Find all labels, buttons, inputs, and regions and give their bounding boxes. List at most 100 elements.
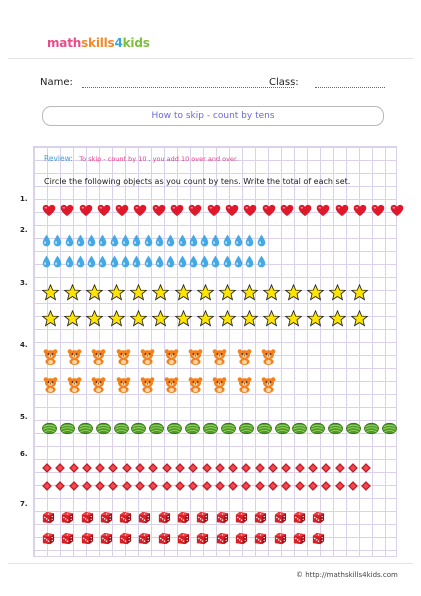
melon-icon[interactable]	[149, 420, 165, 435]
die-icon[interactable]	[216, 530, 229, 545]
water-drop-icon[interactable]	[121, 232, 130, 247]
heart-icon[interactable]	[335, 202, 349, 217]
die-icon[interactable]	[312, 509, 325, 524]
bear-icon[interactable]	[42, 348, 59, 365]
star-icon[interactable]	[152, 309, 170, 327]
heart-icon[interactable]	[207, 202, 221, 217]
star-icon[interactable]	[63, 283, 82, 301]
water-drop-icon[interactable]	[178, 232, 187, 247]
red-gem-icon[interactable]	[281, 458, 292, 473]
red-gem-icon[interactable]	[108, 476, 119, 491]
water-drop-icon[interactable]	[42, 253, 51, 268]
star-icon[interactable]	[129, 309, 148, 327]
bear-icon[interactable]	[90, 376, 107, 393]
red-gem-icon[interactable]	[361, 458, 372, 473]
heart-icon[interactable]	[371, 202, 385, 217]
melon-icon[interactable]	[113, 420, 129, 435]
red-gem-icon[interactable]	[228, 476, 239, 491]
bear-icon[interactable]	[90, 348, 107, 365]
water-drop-icon[interactable]	[178, 253, 187, 268]
red-gem-icon[interactable]	[214, 458, 225, 473]
red-gem-icon[interactable]	[347, 476, 358, 491]
star-icon[interactable]	[196, 283, 215, 301]
bear-icon[interactable]	[260, 376, 277, 393]
star-icon[interactable]	[350, 283, 369, 301]
die-icon[interactable]	[293, 530, 306, 545]
melon-icon[interactable]	[203, 420, 218, 435]
red-gem-icon[interactable]	[201, 476, 212, 491]
red-gem-icon[interactable]	[308, 458, 318, 473]
bear-icon[interactable]	[139, 376, 156, 393]
red-gem-icon[interactable]	[321, 476, 332, 491]
water-drop-icon[interactable]	[234, 232, 243, 247]
star-icon[interactable]	[218, 309, 237, 327]
red-gem-icon[interactable]	[108, 458, 119, 473]
die-icon[interactable]	[138, 509, 151, 524]
red-gem-icon[interactable]	[334, 458, 345, 473]
bear-icon[interactable]	[66, 348, 83, 365]
red-gem-icon[interactable]	[214, 476, 225, 491]
die-icon[interactable]	[177, 530, 190, 545]
melon-icon[interactable]	[346, 420, 362, 435]
die-icon[interactable]	[177, 509, 190, 524]
water-drop-icon[interactable]	[245, 253, 254, 268]
bear-icon[interactable]	[211, 348, 228, 365]
star-icon[interactable]	[85, 309, 104, 327]
red-gem-icon[interactable]	[68, 476, 79, 491]
water-drop-icon[interactable]	[132, 253, 141, 268]
heart-icon[interactable]	[170, 202, 184, 217]
red-gem-icon[interactable]	[241, 458, 252, 473]
red-gem-icon[interactable]	[135, 476, 146, 491]
die-icon[interactable]	[81, 509, 94, 524]
water-drop-icon[interactable]	[189, 232, 198, 247]
die-icon[interactable]	[119, 509, 132, 524]
star-icon[interactable]	[129, 283, 148, 301]
bear-icon[interactable]	[66, 376, 83, 393]
water-drop-icon[interactable]	[166, 232, 175, 247]
star-icon[interactable]	[152, 283, 170, 301]
bear-icon[interactable]	[260, 348, 277, 365]
heart-icon[interactable]	[152, 202, 166, 217]
red-gem-icon[interactable]	[42, 476, 52, 491]
water-drop-icon[interactable]	[98, 232, 107, 247]
bear-icon[interactable]	[139, 348, 156, 365]
bear-icon[interactable]	[236, 376, 253, 393]
heart-icon[interactable]	[280, 202, 294, 217]
star-icon[interactable]	[196, 309, 215, 327]
red-gem-icon[interactable]	[55, 476, 66, 491]
heart-icon[interactable]	[298, 202, 312, 217]
red-gem-icon[interactable]	[148, 458, 159, 473]
red-gem-icon[interactable]	[241, 476, 252, 491]
die-icon[interactable]	[274, 530, 287, 545]
die-icon[interactable]	[42, 509, 55, 524]
red-gem-icon[interactable]	[268, 476, 278, 491]
water-drop-icon[interactable]	[132, 232, 141, 247]
star-icon[interactable]	[284, 283, 303, 301]
melon-icon[interactable]	[382, 420, 397, 435]
water-drop-icon[interactable]	[223, 253, 232, 268]
red-gem-icon[interactable]	[55, 458, 66, 473]
die-icon[interactable]	[293, 509, 306, 524]
melon-icon[interactable]	[292, 420, 308, 435]
water-drop-icon[interactable]	[76, 253, 85, 268]
melon-icon[interactable]	[238, 420, 254, 435]
red-gem-icon[interactable]	[81, 458, 92, 473]
star-icon[interactable]	[328, 283, 347, 301]
water-drop-icon[interactable]	[155, 253, 164, 268]
die-icon[interactable]	[196, 530, 209, 545]
red-gem-icon[interactable]	[175, 458, 185, 473]
heart-icon[interactable]	[316, 202, 330, 217]
star-icon[interactable]	[240, 309, 259, 327]
bear-icon[interactable]	[115, 376, 132, 393]
die-icon[interactable]	[138, 530, 151, 545]
melon-icon[interactable]	[364, 420, 379, 435]
melon-icon[interactable]	[328, 420, 344, 435]
red-gem-icon[interactable]	[334, 476, 345, 491]
star-icon[interactable]	[107, 309, 126, 327]
water-drop-icon[interactable]	[166, 253, 175, 268]
melon-icon[interactable]	[310, 420, 326, 435]
star-icon[interactable]	[240, 283, 259, 301]
star-icon[interactable]	[350, 309, 369, 327]
melon-icon[interactable]	[220, 420, 236, 435]
bear-icon[interactable]	[187, 348, 204, 365]
